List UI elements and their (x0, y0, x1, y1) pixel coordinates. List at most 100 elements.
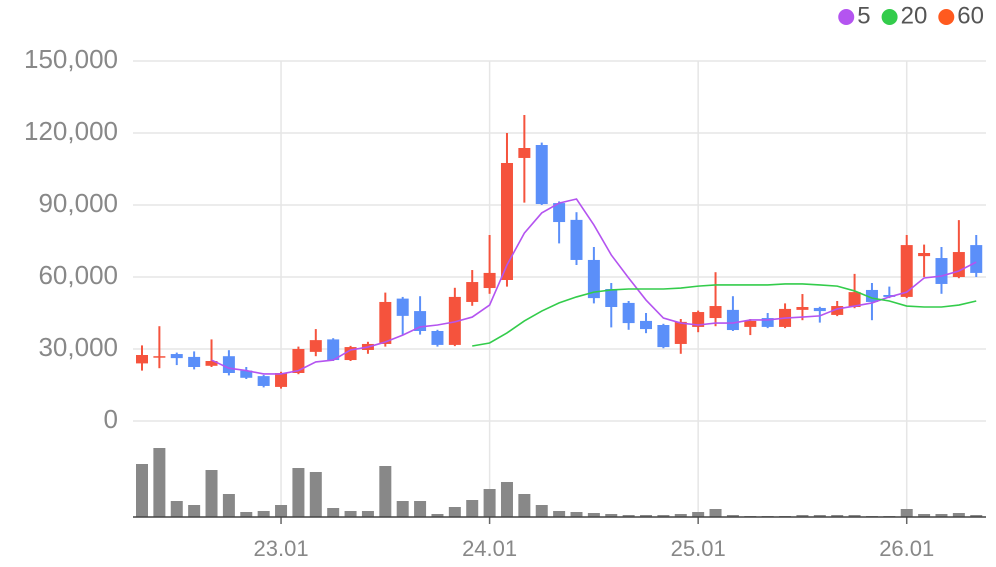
volume-bar (327, 508, 340, 517)
volume-bar (535, 505, 548, 517)
y-tick-label: 60,000 (38, 260, 118, 290)
candle-body (188, 356, 201, 367)
volume-bar (848, 515, 861, 517)
candle-body (692, 312, 705, 327)
volume-bar (570, 512, 583, 517)
volume-bar (831, 515, 844, 517)
volume-bar (518, 494, 531, 517)
volume-bar (361, 511, 374, 517)
candle-body (952, 252, 965, 277)
volume-bar (483, 489, 496, 517)
candle-body (640, 320, 653, 330)
candle-body (466, 282, 479, 302)
candle-body (448, 296, 461, 345)
volume-bar (918, 514, 931, 517)
volume-bar (448, 507, 461, 517)
volume-bar (709, 509, 722, 517)
x-tick-label: 25.01 (671, 536, 726, 561)
volume-bar (657, 515, 670, 517)
candle-body (709, 306, 722, 319)
y-tick-label: 120,000 (24, 116, 118, 146)
candle-body (136, 355, 148, 364)
volume-bar (309, 472, 322, 517)
volume-bar (500, 482, 513, 517)
candle-body (396, 298, 409, 316)
volume-bar (796, 515, 809, 517)
candle-body (796, 307, 809, 310)
y-tick-label: 0 (104, 404, 118, 434)
volume-bar (970, 515, 983, 517)
y-tick-label: 90,000 (38, 188, 118, 218)
volume-bar (622, 515, 635, 517)
volume-bar (170, 501, 183, 517)
candle-body (761, 318, 774, 327)
x-tick-label: 23.01 (254, 536, 309, 561)
volume-bar (431, 514, 444, 517)
ma-line (472, 283, 977, 347)
volume-bar (153, 448, 166, 517)
volume-bar (222, 494, 235, 517)
candle-body (744, 320, 757, 327)
volume-bar (414, 501, 427, 517)
candle-body (605, 289, 618, 307)
volume-bar (640, 515, 653, 517)
legend-marker (938, 9, 955, 25)
candle-body (379, 301, 392, 344)
volume-bar (275, 505, 288, 517)
volume-bar (188, 505, 201, 517)
volume-bar (292, 468, 305, 517)
candle-body (257, 376, 270, 386)
candle-body (222, 356, 235, 373)
volume-bar (553, 511, 566, 517)
legend-label: 5 (857, 2, 870, 29)
volume-bar (900, 509, 913, 517)
candle-body (344, 347, 357, 361)
candle-body (883, 295, 896, 297)
candle-body (726, 309, 739, 331)
x-tick-label: 26.01 (879, 536, 934, 561)
candle-body (900, 245, 913, 297)
candle-body (170, 354, 183, 359)
candle-body (518, 148, 531, 158)
volume-bar (344, 511, 357, 517)
candle-body (657, 325, 670, 348)
candle-body (970, 245, 983, 273)
volume-bar (952, 513, 965, 517)
candle-body (553, 203, 566, 223)
volume-bar (935, 514, 948, 517)
candle-body (240, 370, 253, 378)
volume-bar (240, 512, 253, 517)
volume-bar (674, 514, 687, 517)
legend-label: 60 (957, 2, 984, 29)
legend-marker (838, 9, 855, 25)
candle-body (674, 321, 687, 344)
volume-bar (587, 513, 600, 517)
volume-bar (726, 515, 739, 517)
volume-bar (379, 466, 392, 517)
y-tick-label: 150,000 (24, 44, 118, 74)
candle-body (292, 349, 305, 373)
candle-body (622, 302, 635, 324)
candle-body (935, 258, 948, 284)
candle-body (153, 356, 166, 358)
candle-body (848, 292, 861, 307)
candle-body (275, 373, 288, 387)
volume-bar (813, 515, 826, 517)
candle-body (483, 272, 496, 289)
ma-line (211, 198, 977, 375)
candle-body (205, 361, 218, 366)
candle-body (831, 306, 844, 315)
candle-body (570, 219, 583, 260)
volume-bar (466, 500, 479, 517)
candle-body (431, 331, 444, 345)
legend-label: 20 (901, 2, 928, 29)
volume-bar (136, 464, 148, 517)
y-tick-label: 30,000 (38, 332, 118, 362)
volume-bar (605, 514, 618, 517)
volume-bar (205, 470, 218, 517)
volume-bar (396, 501, 409, 517)
volume-bar (692, 512, 705, 517)
candle-body (918, 253, 931, 257)
